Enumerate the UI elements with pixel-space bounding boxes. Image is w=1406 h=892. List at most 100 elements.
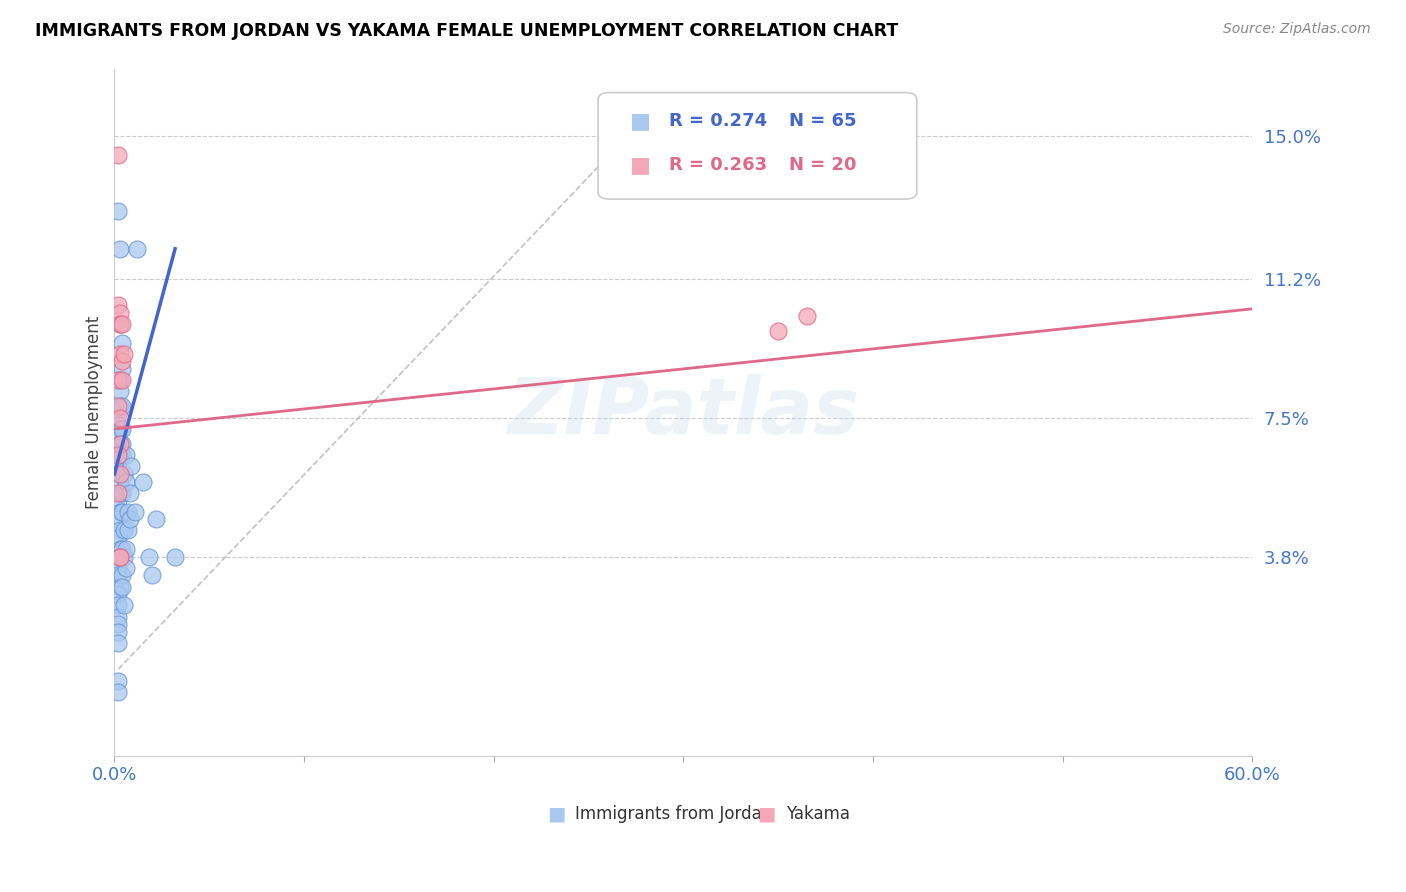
Point: [111, 354, 134, 368]
Point: [108, 400, 131, 414]
Text: N = 65: N = 65: [789, 112, 856, 130]
Point: [112, 467, 135, 481]
Point: [108, 467, 131, 481]
Point: [111, 362, 134, 376]
Y-axis label: Female Unemployment: Female Unemployment: [86, 316, 103, 508]
Point: [108, 437, 131, 451]
Text: ■: ■: [758, 805, 776, 823]
Point: [107, 624, 129, 639]
Point: [108, 580, 131, 594]
Point: [145, 512, 167, 526]
Point: [107, 549, 129, 564]
Point: [107, 685, 129, 699]
Point: [107, 485, 129, 500]
Point: [107, 400, 129, 414]
Point: [107, 448, 129, 462]
Point: [132, 475, 155, 489]
Point: [112, 347, 135, 361]
Point: [138, 549, 160, 564]
Point: [108, 549, 131, 564]
Point: [108, 542, 131, 557]
Point: [111, 335, 134, 350]
Point: [112, 599, 135, 613]
Point: [112, 549, 135, 564]
Point: [114, 475, 136, 489]
Point: [111, 568, 134, 582]
Text: N = 20: N = 20: [789, 156, 856, 174]
Point: [108, 317, 131, 331]
Point: [111, 317, 134, 331]
Point: [165, 549, 187, 564]
Point: [108, 305, 131, 319]
Point: [111, 580, 134, 594]
Point: [108, 549, 131, 564]
Point: [127, 242, 149, 256]
Point: [111, 542, 134, 557]
Point: [108, 422, 131, 436]
Point: [107, 298, 129, 312]
Point: [108, 384, 131, 399]
Point: [108, 485, 131, 500]
Text: ZIPatlas: ZIPatlas: [508, 374, 859, 450]
Point: [108, 437, 131, 451]
Point: [111, 504, 134, 518]
Point: [107, 599, 129, 613]
Text: Source: ZipAtlas.com: Source: ZipAtlas.com: [1223, 22, 1371, 37]
Point: [111, 422, 134, 436]
Text: R = 0.274: R = 0.274: [669, 112, 766, 130]
Point: [108, 410, 131, 425]
Text: R = 0.263: R = 0.263: [669, 156, 766, 174]
Point: [107, 568, 129, 582]
Point: [107, 467, 129, 481]
Point: [111, 448, 134, 462]
Point: [768, 324, 790, 338]
Point: [107, 636, 129, 650]
Point: [107, 148, 129, 162]
Point: [108, 475, 131, 489]
Text: Immigrants from Jordan: Immigrants from Jordan: [575, 805, 772, 823]
Text: ■: ■: [630, 112, 651, 131]
Point: [108, 373, 131, 387]
Point: [107, 456, 129, 470]
Point: [107, 609, 129, 624]
Point: [107, 617, 129, 632]
Text: ■: ■: [630, 154, 651, 175]
Text: IMMIGRANTS FROM JORDAN VS YAKAMA FEMALE UNEMPLOYMENT CORRELATION CHART: IMMIGRANTS FROM JORDAN VS YAKAMA FEMALE …: [35, 22, 898, 40]
Point: [114, 542, 136, 557]
Point: [141, 568, 163, 582]
Point: [112, 524, 135, 538]
Point: [107, 512, 129, 526]
Point: [108, 347, 131, 361]
Point: [107, 561, 129, 575]
Point: [114, 561, 136, 575]
Point: [107, 429, 129, 443]
Point: [107, 531, 129, 545]
Text: ■: ■: [547, 805, 565, 823]
Point: [111, 400, 134, 414]
Point: [117, 504, 139, 518]
Point: [108, 317, 131, 331]
Point: [108, 410, 131, 425]
Point: [107, 373, 129, 387]
Point: [108, 504, 131, 518]
Point: [108, 242, 131, 256]
Point: [114, 448, 136, 462]
Text: Yakama: Yakama: [786, 805, 849, 823]
Point: [124, 504, 146, 518]
Point: [118, 485, 141, 500]
Point: [111, 485, 134, 500]
Point: [121, 459, 143, 474]
Point: [108, 448, 131, 462]
Point: [796, 310, 818, 324]
Point: [107, 418, 129, 433]
Point: [107, 493, 129, 508]
Point: [111, 373, 134, 387]
Point: [117, 524, 139, 538]
Point: [107, 587, 129, 601]
Point: [107, 204, 129, 219]
FancyBboxPatch shape: [598, 93, 917, 199]
Point: [107, 673, 129, 688]
Point: [108, 524, 131, 538]
Point: [118, 512, 141, 526]
Point: [111, 437, 134, 451]
